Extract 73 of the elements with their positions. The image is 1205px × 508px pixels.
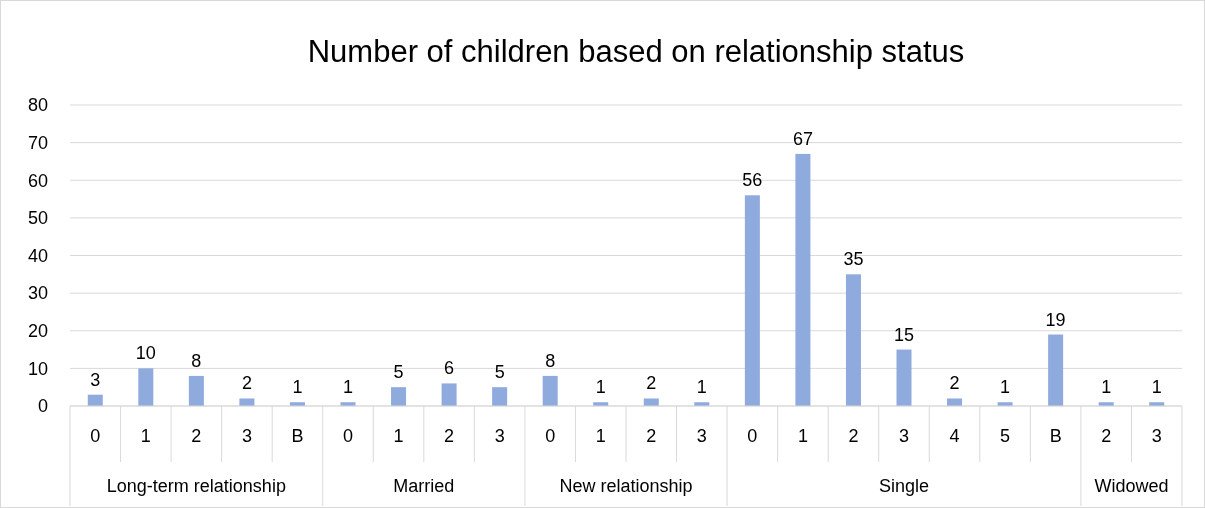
bar (138, 368, 154, 406)
bar (795, 153, 811, 406)
y-tick-label: 20 (27, 321, 48, 342)
text: Single (878, 476, 930, 496)
data-label: 1 (342, 377, 354, 398)
data-label: 56 (742, 170, 763, 191)
text: Long-term relationship (106, 476, 286, 496)
x-tick-label: 1 (797, 426, 808, 446)
data-label: 19 (1045, 309, 1066, 330)
bar (188, 375, 204, 406)
bar (845, 274, 861, 406)
x-tick-label: 2 (646, 426, 657, 446)
bar (542, 375, 558, 406)
bar (391, 387, 407, 406)
data-label: 5 (393, 362, 404, 383)
y-tick-label: 70 (27, 132, 48, 153)
data-label: 2 (646, 373, 657, 394)
x-tick-label: B (291, 426, 304, 446)
x-tick-label: 0 (545, 426, 556, 446)
y-tick-label: 50 (27, 208, 48, 229)
x-tick-label: 4 (949, 426, 960, 446)
x-tick-label: 5 (1000, 426, 1011, 446)
data-label: 6 (444, 358, 455, 379)
x-tick-label: 2 (848, 426, 859, 446)
x-tick-label: 2 (191, 426, 202, 446)
data-label: 8 (191, 350, 202, 371)
text: Married (393, 476, 455, 496)
bar (896, 349, 912, 406)
x-tick-label: 1 (140, 426, 151, 446)
data-label: 35 (843, 249, 864, 270)
x-tick-label: B (1049, 426, 1062, 446)
text: Widowed (1094, 476, 1169, 496)
data-label: 5 (494, 362, 505, 383)
data-label: 1 (1000, 377, 1011, 398)
x-tick-label: 1 (595, 426, 606, 446)
data-label: 3 (90, 369, 101, 390)
x-tick-label: 2 (444, 426, 455, 446)
x-tick-label: 3 (898, 426, 910, 446)
bar (239, 398, 255, 406)
data-label: 1 (292, 377, 303, 398)
x-tick-label: 0 (747, 426, 758, 446)
x-tick-label: 3 (1151, 426, 1162, 446)
x-tick-label: 0 (90, 426, 101, 446)
data-label: 1 (1101, 377, 1112, 398)
x-tick-label: 3 (696, 426, 707, 446)
data-label: 1 (1151, 377, 1162, 398)
bar (744, 195, 760, 406)
data-label: 10 (135, 343, 156, 364)
data-label: 2 (949, 373, 960, 394)
x-tick-label: 2 (1101, 426, 1112, 446)
bar (492, 387, 508, 406)
x-tick-label: 0 (342, 426, 354, 446)
bar (643, 398, 659, 406)
x-tick-label: 3 (241, 426, 252, 446)
data-label: 1 (696, 377, 707, 398)
bar (1048, 334, 1064, 406)
y-tick-label: 10 (27, 358, 48, 379)
text: New relationship (559, 476, 693, 496)
data-label: 15 (893, 324, 915, 345)
chart-title: Number of children based on relationship status (307, 34, 965, 69)
data-label: 1 (595, 377, 606, 398)
y-tick-label: 60 (27, 170, 48, 191)
y-tick-label: 30 (27, 283, 48, 304)
x-tick-label: 3 (494, 426, 505, 446)
bar (441, 383, 457, 406)
data-label: 67 (792, 128, 813, 149)
x-tick-label: 1 (393, 426, 404, 446)
y-tick-label: 80 (27, 95, 48, 116)
y-tick-label: 0 (37, 396, 48, 417)
data-label: 8 (545, 350, 556, 371)
data-label: 2 (241, 373, 252, 394)
y-tick-label: 40 (27, 245, 48, 266)
bar (947, 398, 963, 406)
